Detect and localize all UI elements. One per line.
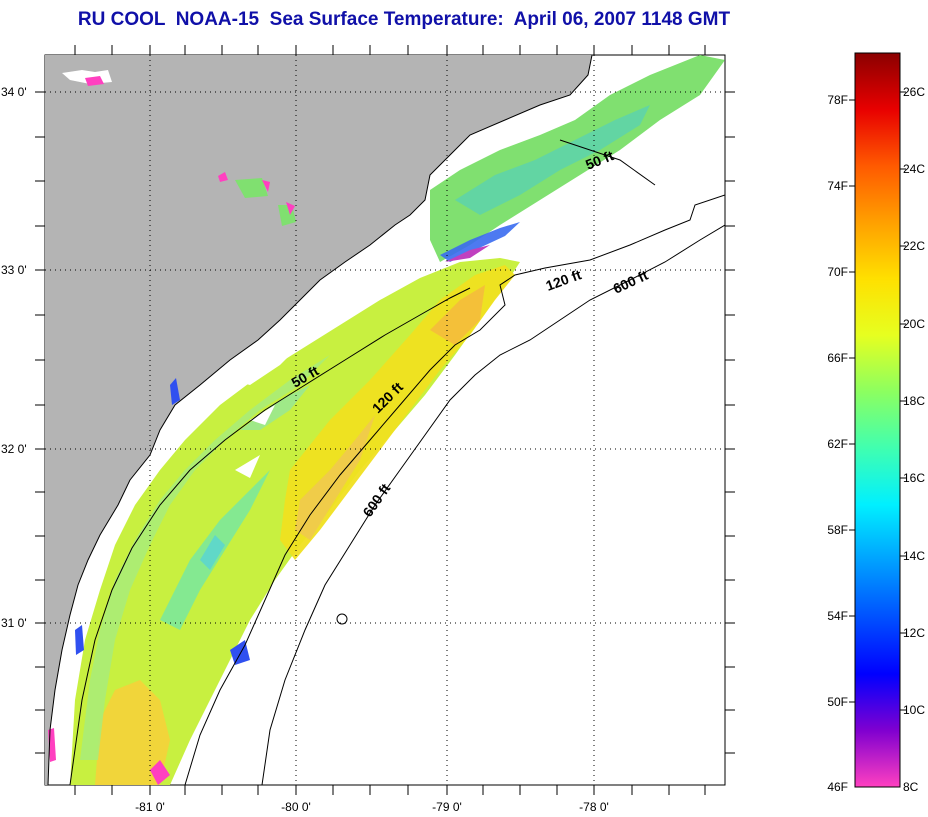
colorbar-c-label: 22C	[903, 239, 925, 253]
colorbar-c-label: 18C	[903, 394, 925, 408]
colorbar-f-label: 58F	[827, 523, 848, 537]
colorbar-f-label: 50F	[827, 695, 848, 709]
colorbar-c-label: 10C	[903, 703, 925, 717]
colorbar-c-label: 8C	[903, 780, 919, 794]
colorbar-f-label: 62F	[827, 437, 848, 451]
lon-tick-label: -80 0'	[281, 800, 311, 814]
graticule	[45, 55, 725, 785]
colorbar-f-label: 74F	[827, 179, 848, 193]
map-title: RU COOL NOAA-15 Sea Surface Temperature:…	[77, 9, 731, 30]
lat-tick-label: 33 0'	[1, 263, 27, 277]
colorbar-c-label: 12C	[903, 626, 925, 640]
colorbar-f-label: 78F	[827, 93, 848, 107]
colorbar	[854, 52, 901, 788]
lon-tick-label: -78 0'	[579, 800, 609, 814]
lon-tick-label: -81 0'	[135, 800, 165, 814]
colorbar-f-label: 54F	[827, 609, 848, 623]
sst-data-overlay	[48, 55, 725, 785]
colorbar-f-label: 66F	[827, 351, 848, 365]
colorbar-f-label: 70F	[827, 265, 848, 279]
lat-tick-label: 31 0'	[1, 616, 27, 630]
contour-50ft-north	[559, 139, 656, 186]
contour-120ft	[184, 194, 725, 785]
colorbar-c-label: 14C	[903, 549, 925, 563]
colorbar-c-label: 24C	[903, 162, 925, 176]
colorbar-ticks	[849, 91, 906, 711]
contour-600ft	[261, 224, 725, 785]
colorbar-c-label: 20C	[903, 317, 925, 331]
map-layers: 50 ft 50 ft 120 ft 120 ft 600 ft 600 ft	[45, 55, 725, 785]
lat-tick-label: 32 0'	[1, 442, 27, 456]
seamount-contour	[336, 613, 348, 625]
colorbar-c-label: 26C	[903, 85, 925, 99]
inland-specks	[62, 70, 405, 244]
axis-ticks	[35, 45, 735, 795]
colorbar-c-label: 16C	[903, 471, 925, 485]
lon-tick-label: -79 0'	[432, 800, 462, 814]
colorbar-f-label: 46F	[827, 780, 848, 794]
lat-tick-label: 34 0'	[1, 85, 27, 99]
land-mass	[45, 55, 592, 785]
coastline	[47, 55, 593, 785]
